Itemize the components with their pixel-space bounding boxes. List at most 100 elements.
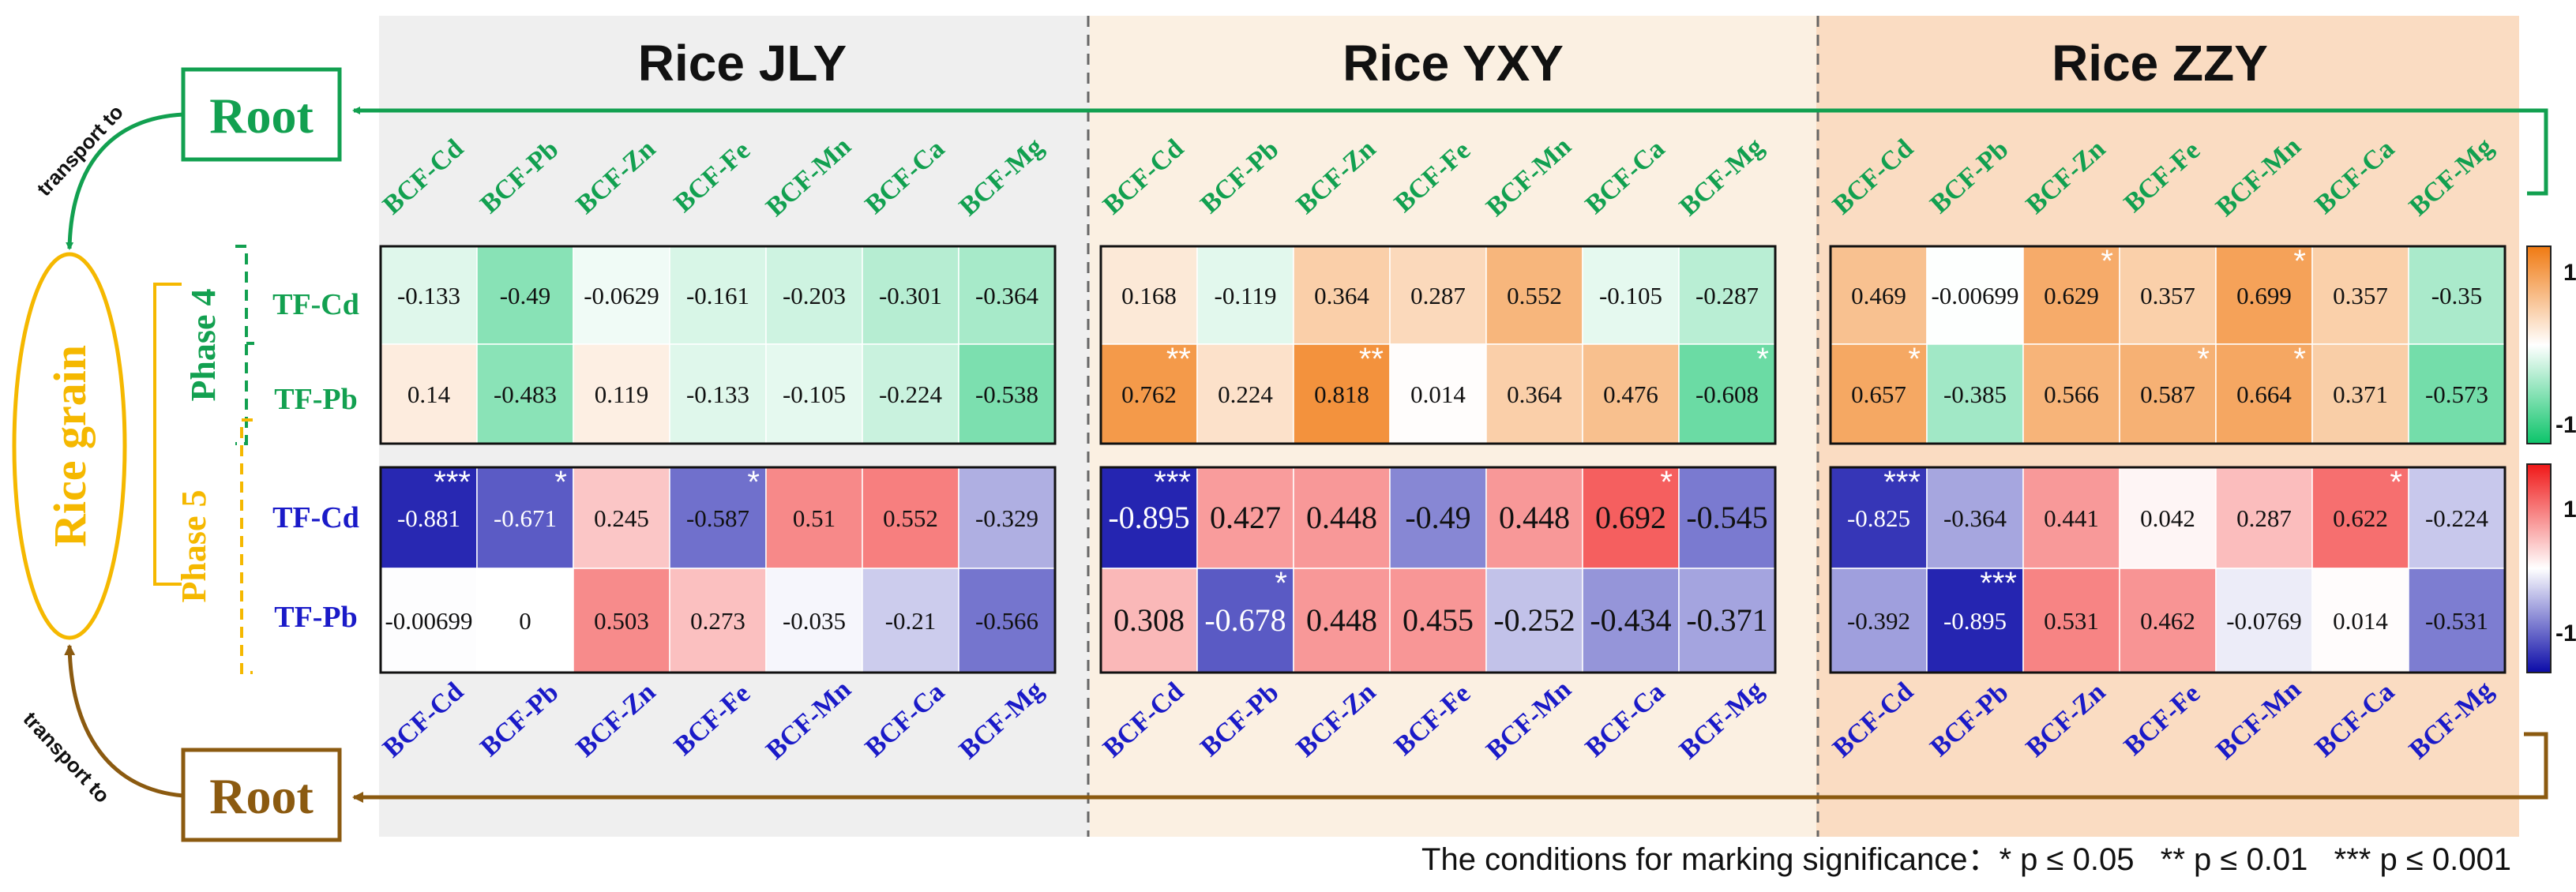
row-label-p5-tfpb: TF-Pb	[274, 601, 358, 634]
cell-value-label: -0.434	[1590, 602, 1671, 638]
row-label-p4-tfcd: TF-Cd	[272, 288, 359, 321]
cell-value-label: 0.51	[793, 504, 836, 532]
heatmap-cell	[862, 568, 959, 673]
cell-value-label: -0.385	[1943, 380, 2007, 408]
cell-value-label: 0.357	[2140, 282, 2195, 309]
significance-mark: *	[2101, 244, 2113, 279]
heatmap-cell	[765, 343, 863, 444]
cell-value-label: 0.455	[1403, 602, 1474, 638]
cell-value-label: -0.287	[1695, 282, 1759, 309]
heatmap-cell	[2215, 568, 2313, 673]
cell-value-label: -0.21	[885, 607, 937, 635]
cell-value-label: 0.014	[2333, 607, 2388, 635]
cell-value-label: -0.301	[879, 282, 942, 309]
heatmap-cell	[669, 343, 767, 444]
heatmap-cell	[958, 245, 1056, 345]
rice-grain-ellipse	[12, 252, 127, 640]
heatmap-cell	[2022, 568, 2120, 673]
cell-value-label: -0.35	[2431, 282, 2483, 309]
significance-mark: *	[1275, 566, 1287, 601]
heatmap-cell	[862, 343, 959, 444]
cell-value-label: 0.14	[407, 380, 451, 408]
cell-value-label: -0.483	[494, 380, 557, 408]
cell-value-label: -0.329	[975, 504, 1038, 532]
heatmap-cell	[1926, 343, 2024, 444]
heatmap-cell	[1293, 568, 1391, 673]
heatmap-cell	[1196, 467, 1294, 569]
cell-value-label: -0.566	[975, 607, 1038, 635]
cell-value-label: -0.203	[783, 282, 846, 309]
heatmap-cell	[2311, 568, 2409, 673]
cell-value-label: 0.364	[1507, 380, 1562, 408]
heatmap-cell	[2119, 343, 2217, 444]
heatmap-cell	[573, 245, 670, 345]
cell-value-label: -0.371	[1686, 602, 1767, 638]
cell-value-label: 0.168	[1121, 282, 1177, 309]
significance-mark: *	[554, 465, 567, 500]
cell-value-label: 0.587	[2140, 380, 2195, 408]
cell-value-label: -0.00699	[1931, 282, 2018, 309]
row-label-p5-tfcd: TF-Cd	[272, 501, 359, 534]
colorbar5-tick-top: 1	[2563, 497, 2576, 523]
cell-value-label: 0.699	[2236, 282, 2292, 309]
cell-value-label: 0.469	[1851, 282, 1906, 309]
heatmap-cell	[1678, 343, 1776, 444]
heatmap-block-border	[379, 245, 1057, 445]
heatmap-cell	[1830, 568, 1928, 673]
panel-title-0: Rice JLY	[638, 35, 847, 92]
heatmap-cell	[476, 343, 574, 444]
phase-left-bracket	[153, 283, 182, 586]
cell-value-label: -0.49	[500, 282, 551, 309]
significance-mark: *	[747, 465, 760, 500]
cell-value-label: 0.357	[2333, 282, 2388, 309]
heatmap-cell	[1678, 568, 1776, 673]
transport-top-arrow	[66, 112, 184, 250]
cell-value-label: -0.035	[783, 607, 846, 635]
heatmap-cell	[2119, 568, 2217, 673]
cell-value-label: -0.531	[2425, 607, 2488, 635]
rice-grain-label: Rice grain	[44, 345, 96, 547]
cell-value-label: 0.287	[1410, 282, 1466, 309]
root-bottom-label: Root	[209, 768, 314, 824]
significance-mark: *	[1756, 342, 1769, 377]
significance-mark: **	[1166, 342, 1191, 377]
significance-mark: ***	[1883, 465, 1921, 500]
heatmap-cell	[2022, 343, 2120, 444]
cell-value-label: -0.364	[1943, 504, 2007, 532]
cell-value-label: 0.552	[1507, 282, 1562, 309]
cell-value-label: -0.224	[879, 380, 943, 408]
cell-value-label: 0.273	[690, 607, 745, 635]
significance-mark: ***	[1154, 465, 1191, 500]
heatmap-cell	[1100, 245, 1198, 345]
heatmap-cell	[958, 343, 1056, 444]
colorbar-phase4	[2526, 245, 2552, 444]
cell-value-label: 0.014	[1410, 380, 1466, 408]
root-bottom-arrow	[352, 732, 2548, 803]
cell-value-label: -0.133	[686, 380, 749, 408]
cell-value-label: 0.657	[1851, 380, 1906, 408]
significance-footnote: The conditions for marking significance：…	[1421, 842, 2511, 877]
significance-mark: *	[1908, 342, 1921, 377]
heatmap-cell	[1926, 568, 2024, 673]
heatmap-cell	[958, 568, 1056, 673]
cell-value-label: -0.224	[2425, 504, 2489, 532]
cell-value-label: 0	[519, 607, 531, 635]
phase4-bracket	[235, 245, 248, 445]
cell-value-label: -0.538	[975, 380, 1038, 408]
significance-mark: ***	[1980, 566, 2017, 601]
heatmap-block-border	[1829, 245, 2507, 445]
cell-value-label: 0.692	[1595, 500, 1666, 535]
cell-value-label: -0.252	[1493, 602, 1575, 638]
heatmap-cell	[862, 467, 959, 569]
heatmap-cell	[2311, 343, 2409, 444]
transport-bottom-arrow	[64, 644, 184, 798]
heatmap-cell	[1100, 343, 1198, 444]
colorbar4-tick-top: 1	[2563, 260, 2576, 286]
cell-value-label: -0.895	[1943, 607, 2007, 635]
cell-value-label: -0.133	[397, 282, 460, 309]
cell-value-label: 0.476	[1603, 380, 1658, 408]
row-label-p4-tfpb: TF-Pb	[274, 383, 358, 416]
cell-value-label: 0.427	[1210, 500, 1281, 535]
cell-value-label: -0.895	[1108, 500, 1189, 535]
